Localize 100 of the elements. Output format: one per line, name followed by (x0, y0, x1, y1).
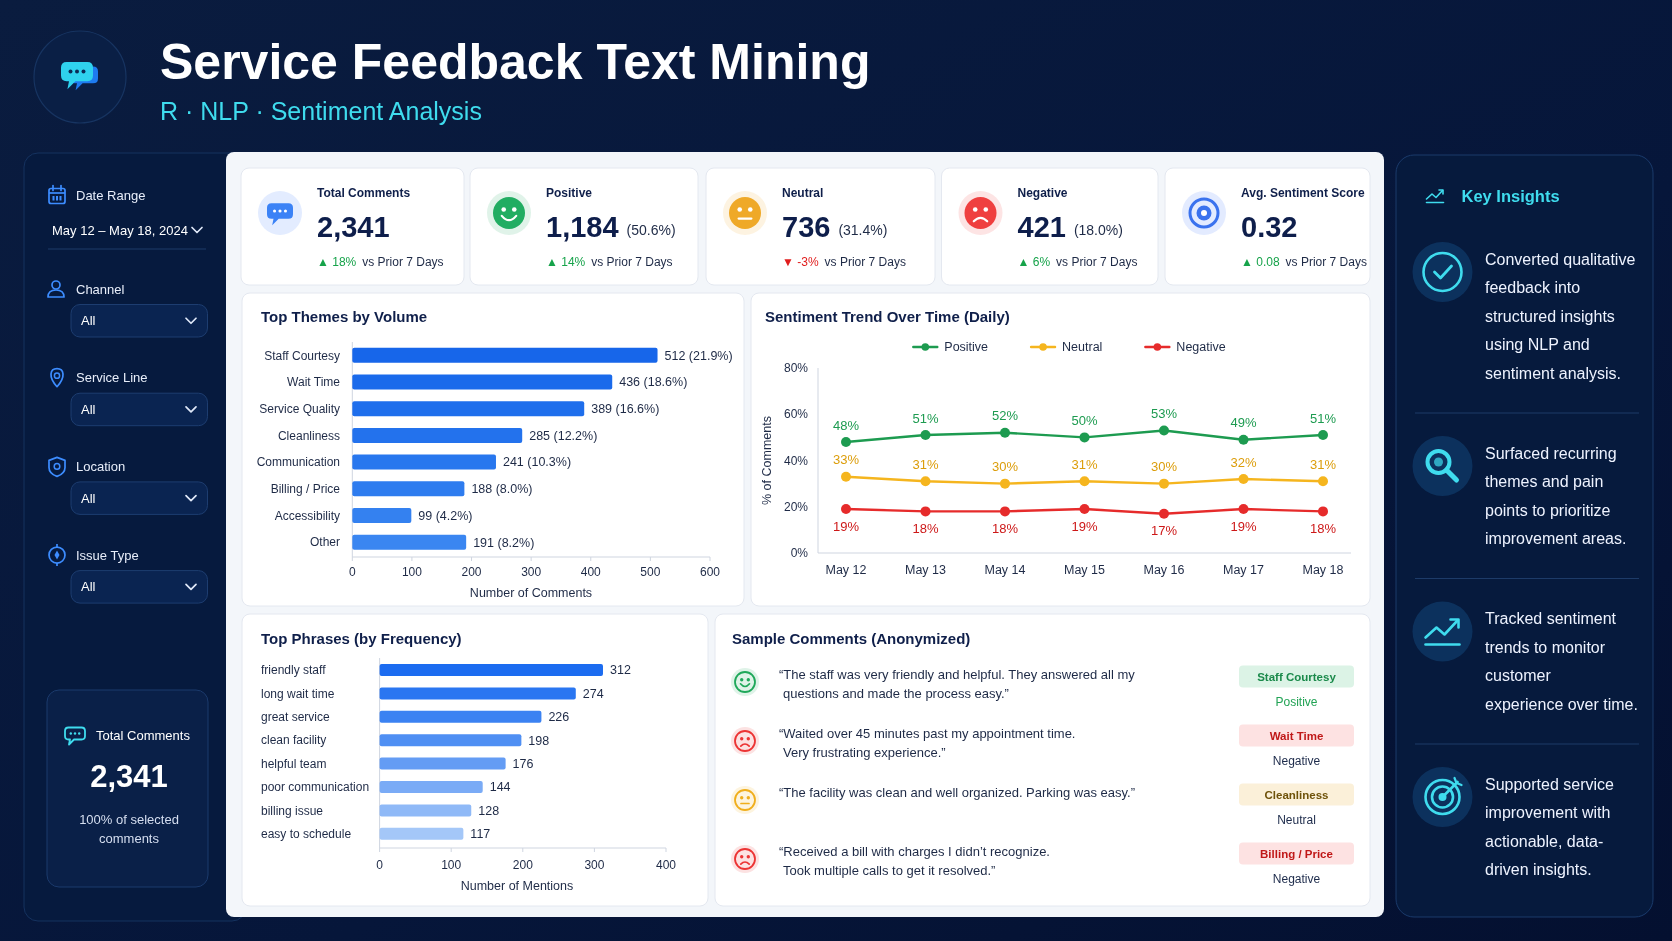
text: Staff Courtesy (1257, 670, 1337, 683)
y-tick-label: great service (261, 710, 331, 724)
text: Negative (1272, 872, 1321, 887)
text: Negative (1017, 186, 1068, 201)
x-tick-label: 400 (655, 858, 677, 873)
chart-title: Top Themes by Volume (261, 308, 428, 326)
legend-label: Neutral (1062, 340, 1103, 355)
text: 736 (782, 211, 831, 244)
point (920, 506, 931, 517)
x-tick-label: 100 (401, 565, 423, 580)
data-label: 17% (1150, 523, 1178, 539)
chart-title: Sentiment Trend Over Time (Daily) (765, 308, 1010, 326)
text: All (81, 402, 96, 417)
text: ▲ 6% (1017, 254, 1051, 269)
text: All (81, 490, 96, 506)
point (1000, 427, 1010, 438)
bar (352, 454, 496, 470)
text: 0.32 (1241, 211, 1298, 244)
chart-title: Top Phrases (by Frequency) (261, 630, 462, 648)
point (1238, 474, 1249, 484)
text: ▲ 0.08 (1241, 254, 1280, 269)
data-label: 19% (832, 518, 860, 534)
y-tick-label: 80% (783, 361, 809, 376)
text: Billing / Price (1260, 847, 1333, 860)
y-tick-label: easy to schedule (261, 827, 352, 841)
y-tick-label: Accessibility (274, 508, 340, 523)
point (1000, 478, 1010, 489)
data-label: 312 (609, 663, 631, 678)
bar (352, 374, 613, 390)
data-label: 51% (1309, 410, 1337, 426)
text: ▼ -3% (782, 254, 819, 269)
data-label: 53% (1150, 405, 1178, 421)
text: vs Prior 7 Days (1056, 254, 1138, 269)
x-tick-label: May 12 (825, 563, 867, 578)
text: (50.6%) (626, 221, 676, 238)
data-label: 285 (12.2%) (529, 428, 598, 443)
x-tick-label: 500 (640, 565, 661, 580)
text: Converted qualitative feedback into structured insights using NLP and sentiment analysis. (1485, 250, 1636, 382)
text: Issue Type (76, 547, 139, 563)
bar (379, 734, 522, 747)
y-tick-label: clean facility (261, 733, 327, 748)
text: May 12 – May 18, 2024 (52, 222, 188, 238)
text: Service Feedback Text Mining (160, 33, 871, 90)
text: 2,341 (90, 758, 168, 794)
data-label: 436 (18.6%) (619, 375, 688, 390)
y-tick-label: Other (309, 535, 340, 550)
text: “Received a bill with charges I didn’t recognize. Took multiple calls to get it resolved.” (779, 843, 1050, 879)
text: Neutral (1277, 813, 1316, 828)
point (1238, 434, 1249, 445)
text: Date Range (76, 188, 146, 204)
x-tick-label: 200 (461, 565, 482, 580)
point (1000, 506, 1010, 517)
text: 1,184 (546, 211, 619, 244)
text: Positive (546, 186, 593, 201)
x-tick-label: 200 (512, 858, 534, 873)
point (1079, 432, 1090, 443)
y-tick-label: Wait Time (287, 375, 341, 390)
bar (352, 534, 467, 550)
text: Supported service improvement with actionable, data- driven insights. (1485, 775, 1615, 879)
text: Wait Time (1269, 729, 1324, 742)
y-tick-label: poor communication (261, 780, 370, 795)
data-label: 241 (10.3%) (502, 455, 572, 470)
x-tick-label: 300 (584, 858, 605, 873)
data-label: 51% (912, 410, 939, 426)
point (1318, 476, 1328, 487)
text: (31.4%) (838, 221, 888, 238)
text: Key Insights (1461, 186, 1560, 205)
y-tick-label: Service Quality (259, 401, 340, 416)
x-tick-label: May 17 (1223, 563, 1265, 578)
x-axis-title: Number of Comments (469, 586, 593, 601)
text: Negative (1272, 754, 1321, 769)
y-tick-label: billing issue (261, 803, 324, 818)
text: 100% of selected comments (79, 811, 179, 847)
x-tick-label: May 16 (1143, 563, 1185, 578)
bar (352, 401, 585, 417)
text: Total Comments (317, 186, 411, 201)
data-label: 52% (991, 408, 1019, 424)
x-tick-label: 0 (348, 565, 356, 580)
data-label: 31% (1071, 456, 1098, 472)
y-tick-label: 40% (783, 453, 809, 468)
y-tick-label: Communication (256, 455, 340, 470)
text: (18.0%) (1073, 221, 1123, 238)
point (1079, 476, 1090, 487)
data-label: 198 (528, 733, 550, 748)
data-label: 389 (16.6%) (591, 402, 660, 417)
x-tick-label: 400 (580, 565, 602, 580)
y-axis-title: % of Comments (760, 416, 775, 505)
text: Service Line (76, 370, 148, 386)
text: ▲ 14% (546, 254, 586, 269)
point (841, 437, 851, 447)
text: “The facility was clean and well organized. Parking was easy.” (779, 784, 1135, 800)
y-tick-label: Staff Courtesy (264, 348, 340, 363)
text: Total Comments (96, 727, 191, 743)
y-tick-label: long wait time (261, 686, 335, 701)
text: Positive (1275, 695, 1318, 710)
data-label: 32% (1230, 454, 1257, 470)
point (841, 471, 851, 482)
bar (379, 687, 576, 700)
text: 2,341 (317, 211, 390, 244)
text: vs Prior 7 Days (824, 254, 906, 269)
